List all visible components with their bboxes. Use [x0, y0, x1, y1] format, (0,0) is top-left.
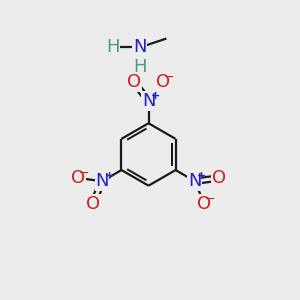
Text: −: −: [79, 167, 89, 180]
Text: N: N: [188, 172, 202, 190]
Text: H: H: [133, 58, 146, 76]
Text: O: O: [212, 169, 226, 187]
Text: N: N: [142, 92, 155, 110]
Text: −: −: [205, 193, 215, 206]
Text: O: O: [197, 195, 211, 213]
Text: +: +: [197, 171, 206, 181]
Text: +: +: [151, 91, 160, 100]
Text: O: O: [86, 195, 100, 213]
Text: N: N: [133, 38, 146, 56]
Text: H: H: [106, 38, 120, 56]
Text: N: N: [95, 172, 109, 190]
Text: −: −: [164, 71, 175, 84]
Text: O: O: [156, 73, 170, 91]
Text: O: O: [71, 169, 85, 187]
Text: +: +: [104, 171, 114, 181]
Text: O: O: [127, 73, 141, 91]
